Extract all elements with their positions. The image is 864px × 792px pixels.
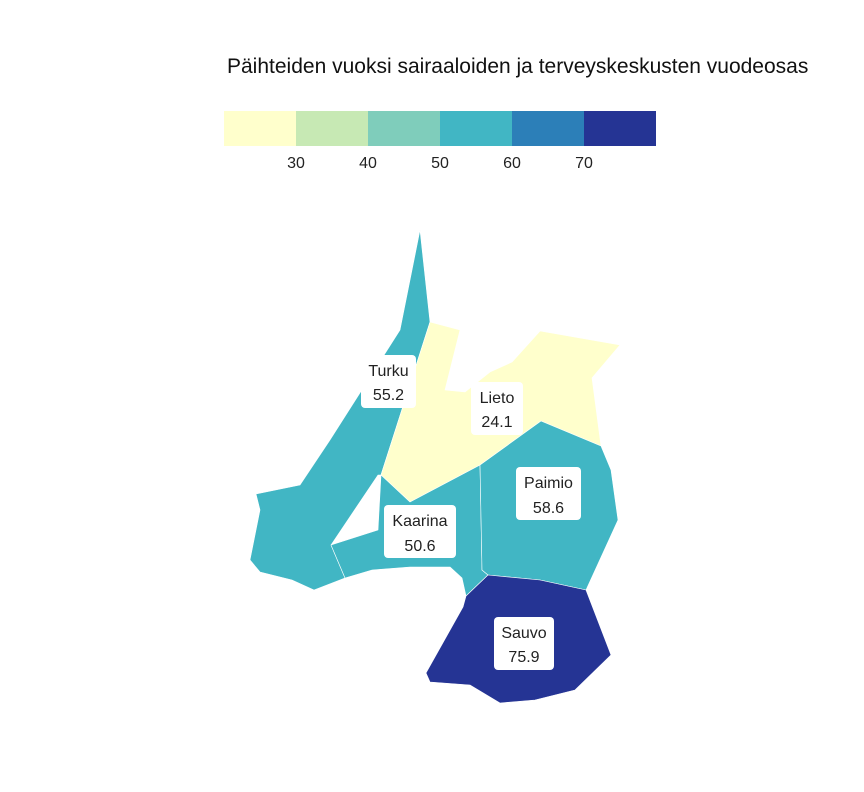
map-title: Päihteiden vuoksi sairaaloiden ja tervey… — [227, 55, 809, 78]
legend-color-bar — [224, 111, 656, 146]
label-box-lieto — [471, 382, 523, 435]
region-turku[interactable] — [249, 229, 431, 591]
label-kaarina: Kaarina 50.6 — [384, 505, 456, 558]
label-name-turku: Turku — [368, 363, 408, 380]
label-lieto: Lieto 24.1 — [471, 382, 523, 435]
legend-swatch — [440, 111, 512, 146]
label-sauvo: Sauvo 75.9 — [494, 617, 554, 670]
legend-swatch — [224, 111, 296, 146]
label-name-sauvo: Sauvo — [501, 625, 546, 642]
label-name-kaarina: Kaarina — [392, 513, 447, 530]
label-box-sauvo — [494, 617, 554, 670]
label-box-kaarina — [384, 505, 456, 558]
legend-tick-label: 30 — [287, 155, 305, 172]
legend-swatch — [368, 111, 440, 146]
legend-tick-label: 70 — [575, 155, 593, 172]
color-legend: 30 40 50 60 70 — [224, 111, 656, 172]
label-value-lieto: 24.1 — [481, 414, 512, 431]
legend-swatch — [512, 111, 584, 146]
label-paimio: Paimio 58.6 — [516, 467, 581, 520]
legend-tick-label: 40 — [359, 155, 377, 172]
label-turku: Turku 55.2 — [361, 355, 416, 408]
label-value-paimio: 58.6 — [533, 500, 564, 517]
label-value-sauvo: 75.9 — [508, 649, 539, 666]
label-name-paimio: Paimio — [524, 475, 573, 492]
label-value-turku: 55.2 — [373, 387, 404, 404]
legend-tick-label: 60 — [503, 155, 521, 172]
legend-tick-label: 50 — [431, 155, 449, 172]
legend-swatch — [584, 111, 656, 146]
label-name-lieto: Lieto — [480, 390, 515, 407]
legend-swatch — [296, 111, 368, 146]
label-value-kaarina: 50.6 — [404, 538, 435, 555]
label-box-turku — [361, 355, 416, 408]
label-box-paimio — [516, 467, 581, 520]
